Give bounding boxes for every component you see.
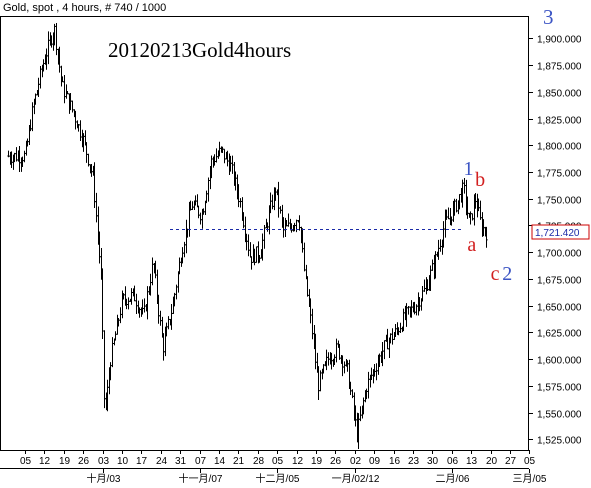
y-tick-label: 1,800.000 bbox=[537, 142, 582, 153]
corner-wave-label: 3 bbox=[543, 5, 554, 29]
x-tick-label: 12 bbox=[39, 456, 51, 467]
x-tick-label: 14 bbox=[214, 456, 226, 467]
y-axis: 1,525.000 1,550.000 1,575.000 1,600.000 1,62… bbox=[528, 35, 582, 447]
x-tick-label: 05 bbox=[524, 456, 536, 467]
x-month-label: 一月/02/12 bbox=[332, 473, 380, 485]
y-tick-label: 1,575.000 bbox=[537, 383, 582, 394]
x-tick-label: 19 bbox=[59, 456, 71, 467]
x-month-label: 二月/06 bbox=[436, 473, 470, 485]
chart-info-label: Gold, spot , 4 hours, # 740 / 1000 bbox=[3, 2, 166, 14]
x-month-label: 十月/03 bbox=[87, 472, 121, 485]
x-month-label: 三月/05 bbox=[513, 473, 547, 485]
wave-label: c bbox=[491, 263, 500, 285]
x-tick-label: 05 bbox=[20, 456, 32, 467]
chart-title: 20120213Gold4hours bbox=[108, 38, 291, 62]
wave-label: 2 bbox=[502, 263, 512, 285]
current-price-box: 1,721.420 bbox=[531, 224, 590, 240]
y-tick-label: 1,750.000 bbox=[537, 196, 582, 207]
x-tick-label: 03 bbox=[98, 456, 110, 467]
y-tick-label: 1,825.000 bbox=[537, 116, 582, 127]
x-tick-label: 06 bbox=[447, 456, 459, 467]
x-tick-label: 28 bbox=[253, 456, 265, 467]
wave-label: b bbox=[475, 169, 485, 191]
x-tick-label: 09 bbox=[369, 456, 381, 467]
x-tick-label: 21 bbox=[233, 456, 245, 467]
y-tick-label: 1,875.000 bbox=[537, 62, 582, 73]
plot-frame bbox=[0, 16, 529, 451]
y-tick-label: 1,650.000 bbox=[537, 303, 582, 314]
y-tick-label: 1,600.000 bbox=[537, 356, 582, 367]
ohlc-bars bbox=[7, 22, 488, 449]
x-tick-label: 26 bbox=[78, 456, 90, 467]
y-tick-label: 1,675.000 bbox=[537, 276, 582, 287]
x-tick-label: 07 bbox=[195, 456, 207, 467]
wave-label: 1 bbox=[463, 158, 473, 180]
wave-label: a bbox=[467, 234, 476, 256]
wave-annotations: 1 b ac 2 bbox=[463, 158, 512, 285]
y-tick-label: 1,550.000 bbox=[537, 410, 582, 421]
y-tick-label: 1,850.000 bbox=[537, 89, 582, 100]
x-tick-label: 16 bbox=[389, 456, 401, 467]
x-tick-label: 17 bbox=[136, 456, 148, 467]
x-tick-label: 30 bbox=[427, 456, 439, 467]
x-month-label: 十二月/05 bbox=[256, 472, 300, 485]
x-tick-label: 23 bbox=[408, 456, 420, 467]
x-tick-label: 05 bbox=[272, 456, 284, 467]
x-month-label: 十一月/07 bbox=[179, 472, 223, 485]
y-tick-label: 1,700.000 bbox=[537, 249, 582, 260]
x-tick-label: 10 bbox=[117, 456, 129, 467]
x-tick-label: 31 bbox=[175, 456, 187, 467]
y-tick-label: 1,625.000 bbox=[537, 329, 582, 340]
x-tick-label: 13 bbox=[466, 456, 478, 467]
y-tick-label: 1,525.000 bbox=[537, 436, 582, 447]
x-tick-label: 24 bbox=[156, 456, 168, 467]
x-tick-label: 02 bbox=[350, 456, 362, 467]
x-tick-label: 26 bbox=[330, 456, 342, 467]
x-axis: 05 12 19 26 03 10 17 24 31 07 14 21 28 05 12 19 26 02 09 16… bbox=[20, 450, 547, 485]
y-tick-label: 1,775.000 bbox=[537, 169, 582, 180]
x-tick-label: 20 bbox=[486, 456, 498, 467]
x-tick-label: 12 bbox=[292, 456, 304, 467]
y-tick-label: 1,900.000 bbox=[537, 35, 582, 46]
x-tick-label: 27 bbox=[505, 456, 517, 467]
x-tick-label: 19 bbox=[311, 456, 323, 467]
current-price-label: 1,721.420 bbox=[535, 228, 580, 239]
